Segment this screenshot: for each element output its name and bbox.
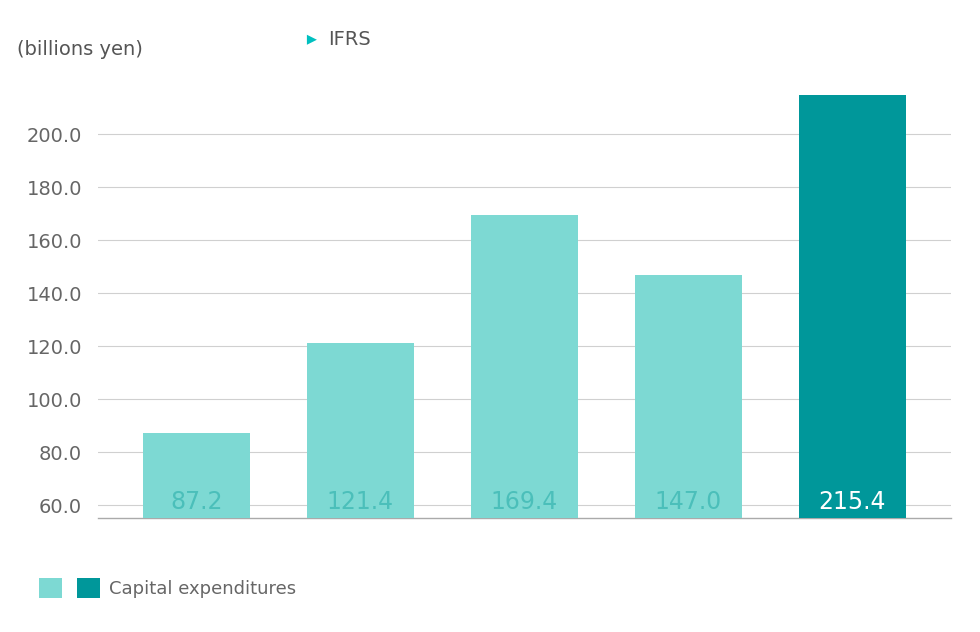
Bar [307,343,414,518]
Bar [635,275,742,518]
Text: 215.4: 215.4 [818,490,886,514]
Text: (billions yen): (billions yen) [17,40,143,59]
Bar [799,94,906,518]
Text: 121.4: 121.4 [326,490,394,514]
Text: 87.2: 87.2 [171,490,222,514]
Bar [471,216,577,518]
Legend: , Capital expenditures: , Capital expenditures [39,578,296,598]
Text: IFRS: IFRS [328,30,371,49]
Text: 147.0: 147.0 [655,490,722,514]
Bar [143,433,250,518]
Text: 169.4: 169.4 [491,490,558,514]
